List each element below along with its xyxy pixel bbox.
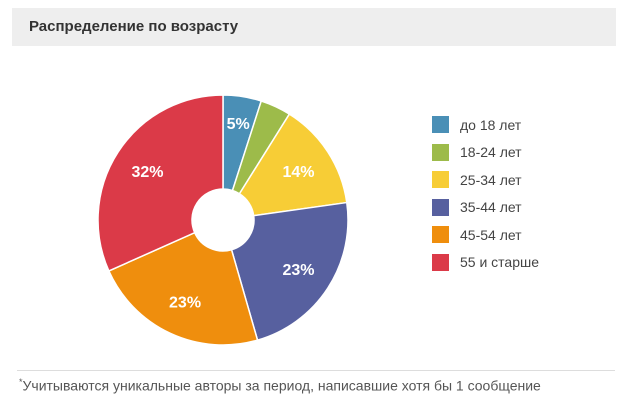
footnote-text: Учитываются уникальные авторы за период,… (22, 377, 541, 394)
legend-swatch (432, 171, 449, 189)
legend-swatch (432, 226, 449, 244)
legend-swatch (432, 116, 449, 134)
legend-item: 35-44 лет (432, 194, 539, 222)
legend-item: 45-54 лет (432, 221, 539, 249)
chart-title: Распределение по возрасту (29, 18, 239, 35)
footnote-marker: * (19, 377, 23, 387)
legend-swatch (432, 198, 449, 216)
legend-label: до 18 лет (460, 116, 522, 133)
legend-label: 45-54 лет (460, 226, 522, 243)
data-label-4: 23% (282, 262, 314, 279)
legend-label: 35-44 лет (460, 199, 522, 216)
pie-slice-5 (107, 231, 259, 346)
legend-label: 55 и старше (460, 254, 540, 271)
pie-slice-3 (238, 113, 348, 217)
data-label-1: 5% (227, 116, 250, 133)
chart-header: Распределение по возрасту (12, 8, 616, 46)
data-label-5: 23% (169, 295, 201, 312)
legend-item: 18-24 лет (432, 139, 539, 167)
data-label-3: 14% (282, 164, 314, 181)
legend-label: 25-34 лет (460, 171, 522, 188)
pie-slice-6 (97, 94, 224, 272)
legend-label: 18-24 лет (460, 144, 522, 161)
legend-item: 25-34 лет (432, 166, 539, 194)
legend-item: 55 и старше (432, 249, 539, 277)
pie-slice-4 (230, 201, 349, 342)
legend-swatch (432, 143, 449, 161)
legend-item: до 18 лет (432, 111, 539, 139)
pie-chart: 5% 14% 23% 23% 32% (97, 94, 349, 346)
pie-data-labels: 5% 14% 23% 23% 32% (131, 116, 314, 311)
data-label-6: 32% (131, 164, 163, 181)
legend-swatch (432, 253, 449, 271)
pie-slices (97, 94, 349, 346)
footnote-divider (17, 370, 615, 371)
footnote: *Учитываются уникальные авторы за период… (19, 377, 541, 394)
chart-legend: до 18 лет 18-24 лет 25-34 лет 35-44 лет 45-5… (432, 111, 539, 276)
